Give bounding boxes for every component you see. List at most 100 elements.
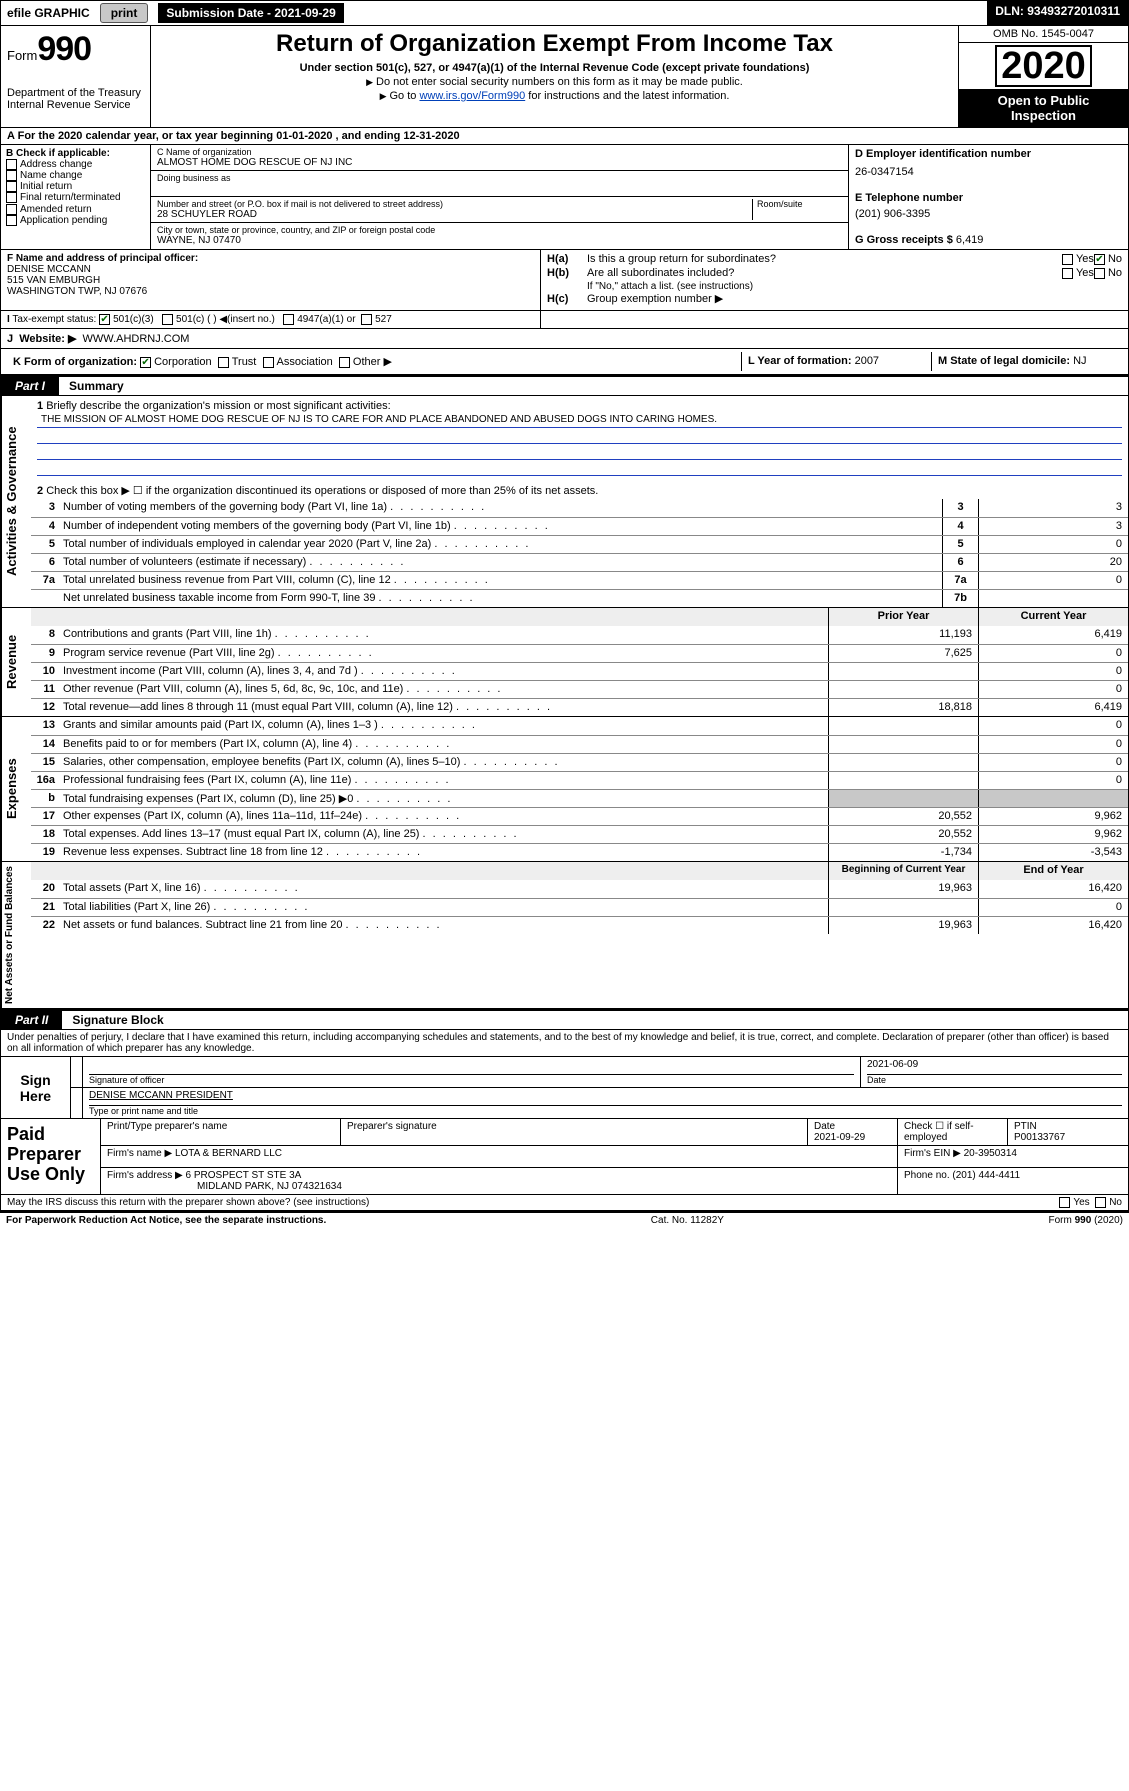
instructions-link[interactable]: www.irs.gov/Form990 [419, 90, 525, 102]
form-number-block: Form990 Department of the Treasury Inter… [1, 26, 151, 127]
open-public-1: Open to Public [998, 93, 1090, 108]
hc-text: Group exemption number ▶ [587, 292, 723, 305]
firm-addr-label: Firm's address ▶ [107, 1170, 183, 1181]
lbl-final-return: Final return/terminated [20, 193, 121, 204]
col-c-name-addr: C Name of organization ALMOST HOME DOG R… [151, 145, 848, 249]
firm-phone: (201) 444-4411 [952, 1170, 1020, 1181]
f-label: F Name and address of principal officer: [7, 253, 198, 264]
opt-corp: Corporation [154, 356, 211, 368]
table-row: 6Total number of volunteers (estimate if… [31, 553, 1128, 571]
c-name-label: C Name of organization [157, 147, 842, 157]
table-row: 21Total liabilities (Part X, line 26) 0 [31, 898, 1128, 916]
table-row: 4Number of independent voting members of… [31, 517, 1128, 535]
part1-title: Summary [59, 377, 134, 395]
phone-label: E Telephone number [855, 192, 1122, 204]
ein-value: 26-0347154 [855, 166, 1122, 178]
table-row: 11Other revenue (Part VIII, column (A), … [31, 680, 1128, 698]
table-row: 5Total number of individuals employed in… [31, 535, 1128, 553]
table-row: 12Total revenue—add lines 8 through 11 (… [31, 698, 1128, 716]
sig-date-label: Date [867, 1074, 1122, 1085]
top-bar: efile GRAPHIC print Submission Date - 20… [0, 0, 1129, 26]
ha-text: Is this a group return for subordinates? [587, 253, 1062, 265]
table-row: 17Other expenses (Part IX, column (A), l… [31, 807, 1128, 825]
hb-note: If "No," attach a list. (see instruction… [547, 281, 1122, 292]
section-revenue: Revenue Prior Year Current Year 8Contrib… [0, 608, 1129, 717]
open-public-2: Inspection [1011, 108, 1076, 123]
chk-assoc[interactable] [263, 357, 274, 368]
lbl-app-pending: Application pending [20, 215, 107, 226]
room-label: Room/suite [757, 199, 842, 209]
col-end-year: End of Year [978, 862, 1128, 880]
form-header: Form990 Department of the Treasury Inter… [0, 26, 1129, 128]
chk-ha-yes[interactable] [1062, 254, 1073, 265]
table-row: 15Salaries, other compensation, employee… [31, 753, 1128, 771]
table-row: 8Contributions and grants (Part VIII, li… [31, 626, 1128, 644]
firm-name: LOTA & BERNARD LLC [175, 1148, 282, 1159]
table-row: 13Grants and similar amounts paid (Part … [31, 717, 1128, 735]
header-block-bcdefg: B Check if applicable: Address change Na… [0, 145, 1129, 250]
table-row: 10Investment income (Part VIII, column (… [31, 662, 1128, 680]
officer-name-label: Type or print name and title [89, 1105, 1122, 1116]
row-a-text: For the 2020 calendar year, or tax year … [18, 130, 460, 142]
section-activities-governance: Activities & Governance 1 Briefly descri… [0, 396, 1129, 608]
chk-other[interactable] [339, 357, 350, 368]
paid-preparer-label: Paid Preparer Use Only [1, 1119, 101, 1194]
opt-527: 527 [375, 314, 392, 325]
part2-tab: Part II [1, 1011, 62, 1029]
lbl-name-change: Name change [20, 170, 82, 181]
chk-address-change[interactable] [6, 159, 17, 170]
officer-printed-name: DENISE MCCANN PRESIDENT [89, 1090, 1122, 1101]
chk-final-return[interactable] [6, 192, 17, 203]
l-value: 2007 [855, 355, 879, 367]
hb-yes: Yes [1076, 267, 1094, 279]
pra-notice: For Paperwork Reduction Act Notice, see … [6, 1215, 326, 1226]
chk-hb-no[interactable] [1094, 268, 1105, 279]
col-begin-year: Beginning of Current Year [828, 862, 978, 880]
col-b-header: B Check if applicable: [6, 148, 145, 159]
chk-trust[interactable] [218, 357, 229, 368]
i-label: Tax-exempt status: [12, 314, 96, 325]
table-row: 3Number of voting members of the governi… [31, 499, 1128, 517]
chk-501c[interactable] [162, 314, 173, 325]
part1-header: Part I Summary [0, 376, 1129, 396]
website-url: WWW.AHDRNJ.COM [83, 333, 190, 345]
discuss-no: No [1109, 1197, 1122, 1208]
chk-amended[interactable] [6, 204, 17, 215]
omb-number: OMB No. 1545-0047 [959, 26, 1128, 43]
paid-preparer-block: Paid Preparer Use Only Print/Type prepar… [0, 1119, 1129, 1195]
col-current-year: Current Year [978, 608, 1128, 626]
lbl-initial-return: Initial return [20, 181, 72, 192]
discuss-text: May the IRS discuss this return with the… [7, 1197, 369, 1208]
perjury-declaration: Under penalties of perjury, I declare th… [0, 1030, 1129, 1056]
chk-hb-yes[interactable] [1062, 268, 1073, 279]
dept-treasury: Department of the Treasury [7, 87, 144, 99]
row-a-tax-year: A For the 2020 calendar year, or tax yea… [0, 128, 1129, 145]
firm-phone-label: Phone no. [904, 1170, 950, 1181]
opt-501c: 501(c) ( ) ◀(insert no.) [176, 314, 275, 325]
pp-sig-label: Preparer's signature [341, 1119, 808, 1145]
chk-527[interactable] [361, 314, 372, 325]
side-na: Net Assets or Fund Balances [1, 862, 31, 1008]
chk-name-change[interactable] [6, 170, 17, 181]
street-address: 28 SCHUYLER ROAD [157, 209, 752, 220]
chk-ha-no[interactable] [1094, 254, 1105, 265]
row-j-website: J Website: ▶ WWW.AHDRNJ.COM [0, 329, 1129, 349]
mission-text: THE MISSION OF ALMOST HOME DOG RESCUE OF… [37, 412, 1122, 428]
print-button[interactable]: print [100, 3, 149, 23]
chk-4947[interactable] [283, 314, 294, 325]
chk-501c3[interactable] [99, 314, 110, 325]
ha-no: No [1108, 253, 1122, 265]
part1-tab: Part I [1, 377, 59, 395]
col-b-checkboxes: B Check if applicable: Address change Na… [1, 145, 151, 249]
chk-discuss-no[interactable] [1095, 1197, 1106, 1208]
l-label: L Year of formation: [748, 355, 852, 367]
gross-receipts-label: G Gross receipts $ [855, 234, 953, 246]
firm-name-label: Firm's name ▶ [107, 1148, 172, 1159]
chk-discuss-yes[interactable] [1059, 1197, 1070, 1208]
col-h-group: H(a)Is this a group return for subordina… [541, 250, 1128, 310]
chk-app-pending[interactable] [6, 215, 17, 226]
hb-label: H(b) [547, 267, 587, 279]
chk-corp[interactable] [140, 357, 151, 368]
table-row: bTotal fundraising expenses (Part IX, co… [31, 789, 1128, 807]
chk-initial-return[interactable] [6, 181, 17, 192]
